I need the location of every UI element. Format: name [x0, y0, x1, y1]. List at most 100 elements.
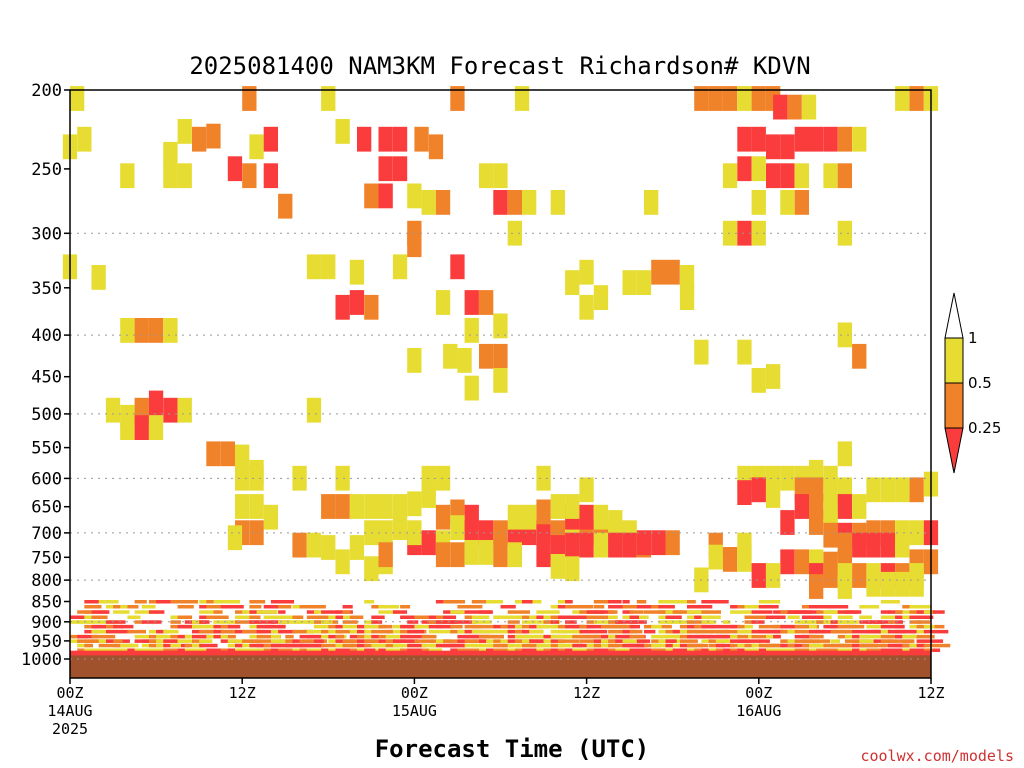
pbl-streak	[514, 648, 529, 652]
pbl-streak	[536, 610, 560, 614]
pbl-streak	[895, 643, 909, 648]
ri-cell	[837, 220, 852, 246]
pbl-streak	[371, 605, 386, 609]
pbl-streak	[608, 605, 627, 609]
ri-cell	[227, 525, 243, 551]
ri-cell	[852, 126, 867, 152]
pbl-band	[70, 650, 931, 656]
ri-cell	[464, 540, 479, 565]
pbl-streak	[177, 605, 194, 609]
y-tick-label: 1000	[21, 650, 62, 670]
ri-cell	[536, 542, 551, 568]
ri-cell	[335, 119, 350, 144]
pbl-streak	[278, 648, 297, 652]
pbl-streak	[909, 615, 934, 619]
pbl-streak	[722, 620, 731, 624]
ri-cell	[751, 126, 766, 152]
pbl-streak	[98, 600, 119, 604]
pbl-streak	[529, 634, 538, 639]
pbl-streak	[435, 624, 454, 629]
pbl-streak	[443, 620, 457, 624]
pbl-streak	[794, 629, 805, 634]
pbl-streak	[493, 634, 504, 639]
pbl-streak	[471, 624, 497, 629]
pbl-streak	[77, 620, 101, 624]
pbl-streak	[134, 620, 144, 624]
pbl-streak	[84, 600, 101, 604]
pbl-streak	[457, 643, 467, 648]
pbl-streak	[514, 629, 527, 634]
ri-cell	[766, 134, 781, 160]
pbl-streak	[923, 624, 935, 629]
pbl-streak	[715, 629, 729, 634]
pbl-streak	[529, 624, 539, 629]
pbl-streak	[249, 615, 261, 619]
pbl-streak	[421, 634, 437, 639]
ri-cell	[479, 163, 494, 189]
pbl-streak	[357, 634, 368, 639]
pbl-streak	[909, 629, 920, 634]
pbl-streak	[687, 600, 696, 604]
ri-cell	[565, 532, 580, 558]
pbl-streak	[751, 620, 765, 624]
pbl-streak	[507, 648, 519, 652]
ri-cell	[536, 465, 551, 491]
ri-cell	[809, 574, 824, 599]
pbl-streak	[285, 634, 294, 639]
pbl-streak	[105, 605, 117, 609]
pbl-streak	[529, 615, 542, 619]
ri-cell	[737, 86, 752, 111]
ri-cell	[421, 483, 436, 508]
pbl-streak	[349, 643, 361, 648]
pbl-streak	[601, 610, 615, 614]
ri-cell	[349, 259, 365, 285]
pbl-streak	[479, 639, 489, 643]
pbl-streak	[170, 615, 179, 619]
ri-cell	[450, 254, 465, 280]
pbl-streak	[794, 610, 821, 614]
pbl-streak	[565, 643, 579, 648]
ri-cell	[235, 444, 250, 470]
pbl-streak	[306, 615, 335, 619]
pbl-streak	[923, 629, 949, 634]
pbl-streak	[371, 643, 380, 648]
y-tick-label: 400	[31, 326, 62, 346]
pbl-streak	[579, 629, 588, 634]
pbl-streak	[156, 634, 165, 639]
pbl-streak	[586, 624, 616, 629]
ri-cell	[120, 318, 135, 343]
pbl-streak	[371, 634, 379, 639]
ri-cell	[823, 163, 838, 189]
ri-cell	[306, 254, 322, 280]
pbl-streak	[227, 634, 236, 639]
ri-cell	[866, 477, 881, 503]
pbl-streak	[629, 610, 644, 614]
pbl-streak	[701, 639, 713, 643]
pbl-streak	[565, 648, 576, 652]
pbl-streak	[306, 610, 318, 614]
pbl-streak	[500, 605, 516, 609]
ri-cell	[801, 94, 817, 120]
pbl-streak	[371, 629, 394, 634]
ri-cell	[493, 163, 508, 189]
ri-cell	[464, 520, 479, 546]
ri-cell	[837, 322, 852, 348]
ri-cell	[565, 494, 580, 519]
pbl-streak	[414, 624, 431, 629]
legend-swatch-orange	[944, 382, 964, 429]
pbl-streak	[701, 615, 721, 619]
pbl-streak	[701, 600, 713, 604]
pbl-streak	[787, 615, 800, 619]
x-tick-label: 12Z	[229, 684, 256, 702]
pbl-streak	[134, 610, 159, 614]
pbl-streak	[572, 615, 594, 619]
pbl-streak	[443, 639, 471, 643]
pbl-streak	[321, 629, 333, 634]
x-tick-label: 12Z	[573, 684, 600, 702]
pbl-streak	[665, 629, 677, 634]
ri-cell	[378, 542, 393, 568]
pbl-streak	[701, 634, 729, 639]
pbl-streak	[730, 624, 741, 629]
pbl-streak	[751, 610, 773, 614]
